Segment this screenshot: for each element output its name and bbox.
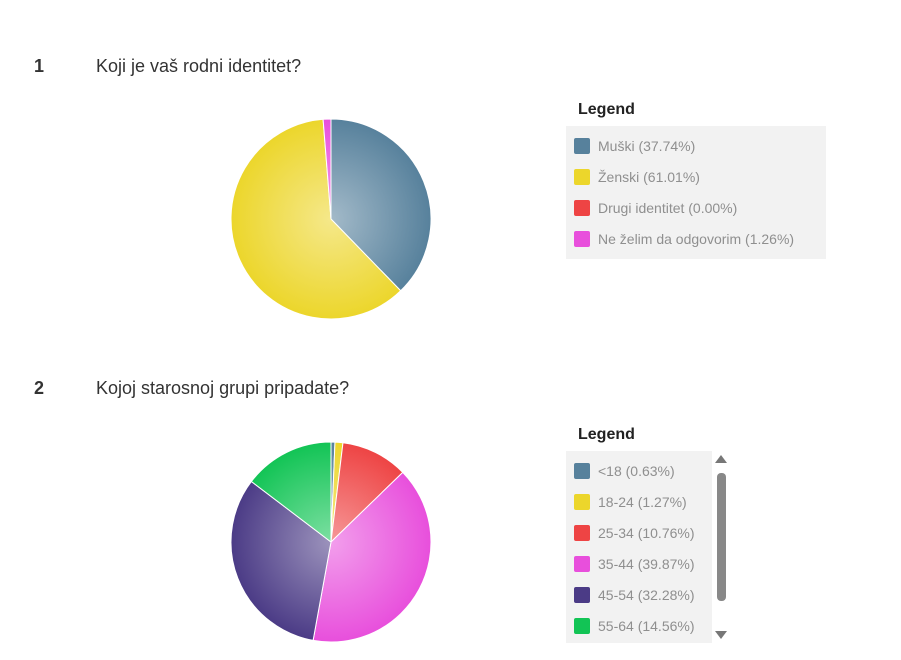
legend-item[interactable]: 35-44 (39.87%) <box>574 553 695 575</box>
pie-slice[interactable] <box>330 118 432 292</box>
legend-item[interactable]: Drugi identitet (0.00%) <box>574 197 737 219</box>
legend-label: 25-34 (10.76%) <box>598 525 695 541</box>
legend-item[interactable]: Muški (37.74%) <box>574 135 695 157</box>
pie-slice[interactable] <box>230 118 402 320</box>
legend: <18 (0.63%) 18-24 (1.27%) 25-34 (10.76%) 35… <box>566 451 712 643</box>
legend-scrollbar[interactable] <box>713 451 729 643</box>
legend-title: Legend <box>578 101 635 118</box>
legend-item[interactable]: 55-64 (14.56%) <box>574 615 695 637</box>
question-text: Kojoj starosnoj grupi pripadate? <box>96 378 350 398</box>
legend-label: Muški (37.74%) <box>598 138 696 154</box>
legend-item[interactable]: Ženski (61.01%) <box>574 166 700 188</box>
legend-item[interactable]: <18 (0.63%) <box>574 460 675 482</box>
pie-slice[interactable] <box>322 118 332 220</box>
legend-swatch <box>574 169 590 185</box>
legend-title: Legend <box>578 426 635 443</box>
legend-label: 55-64 (14.56%) <box>598 618 695 634</box>
pie-slice[interactable] <box>250 441 332 544</box>
legend: Muški (37.74%) Ženski (61.01%) Drugi ident… <box>566 126 826 259</box>
question-text: Koji je vaš rodni identitet? <box>96 56 302 76</box>
legend-swatch <box>574 525 590 541</box>
legend-swatch <box>574 587 590 603</box>
question-number: 2 <box>34 378 45 398</box>
pie-chart-age <box>230 441 432 643</box>
legend-swatch <box>574 556 590 572</box>
legend-swatch <box>574 618 590 634</box>
pie-slice[interactable] <box>330 442 404 544</box>
scroll-up-arrow-icon[interactable] <box>715 455 727 463</box>
legend-label: 18-24 (1.27%) <box>598 494 687 510</box>
legend-swatch <box>574 231 590 247</box>
legend-swatch <box>574 200 590 216</box>
legend-item[interactable]: 45-54 (32.28%) <box>574 584 695 606</box>
legend-label: Ženski (61.01%) <box>598 169 700 185</box>
scroll-down-arrow-icon[interactable] <box>715 631 727 639</box>
legend-item[interactable]: 25-34 (10.76%) <box>574 522 695 544</box>
question-number: 1 <box>34 56 45 76</box>
legend-swatch <box>574 494 590 510</box>
legend-swatch <box>574 138 590 154</box>
pie-slice[interactable] <box>312 471 432 643</box>
pie-chart-gender <box>230 118 432 320</box>
legend-label: <18 (0.63%) <box>598 463 675 479</box>
legend-item[interactable]: 18-24 (1.27%) <box>574 491 687 513</box>
legend-label: Ne želim da odgovorim (1.26%) <box>598 231 795 247</box>
legend-label: 35-44 (39.87%) <box>598 556 695 572</box>
pie-slice[interactable] <box>230 480 332 641</box>
scroll-thumb[interactable] <box>717 473 726 601</box>
legend-swatch <box>574 463 590 479</box>
legend-item[interactable]: Ne želim da odgovorim (1.26%) <box>574 228 794 250</box>
legend-label: 45-54 (32.28%) <box>598 587 695 603</box>
legend-label: Drugi identitet (0.00%) <box>598 200 738 216</box>
